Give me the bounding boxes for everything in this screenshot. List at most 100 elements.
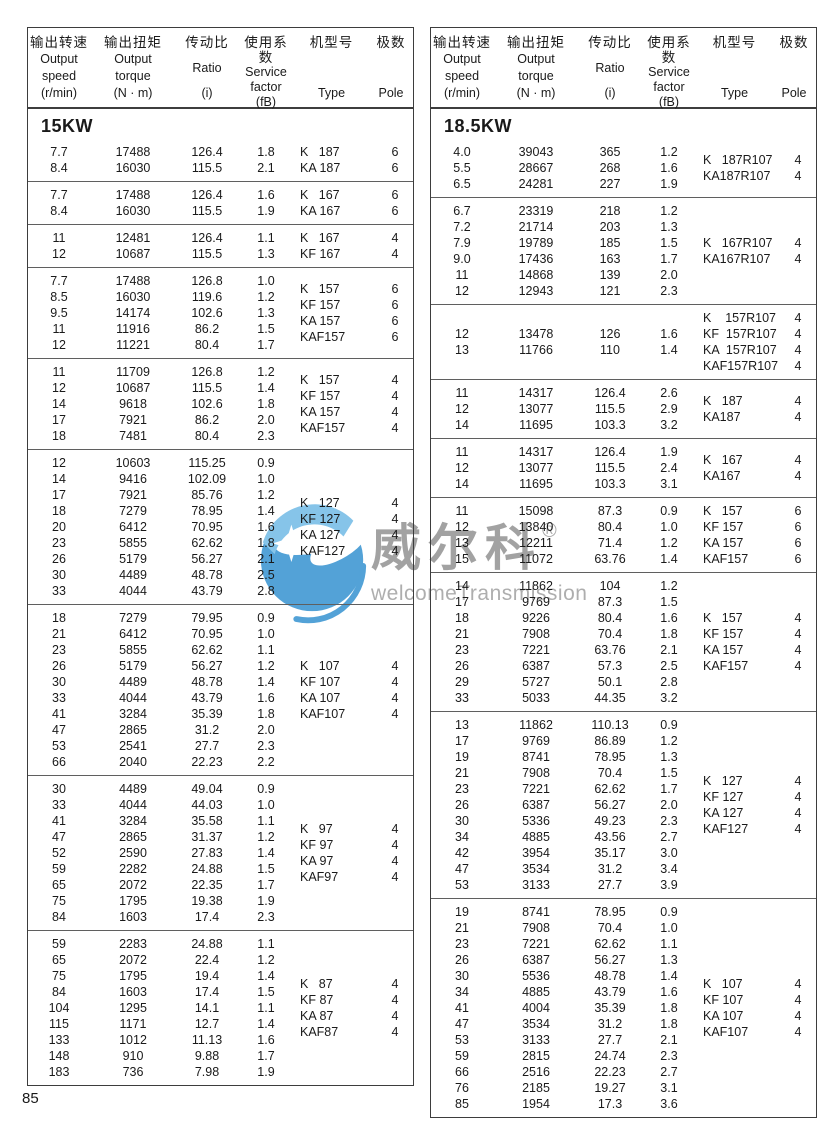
- spec-block: 19 8741 78.95 0.9 21 7908 70.4 1.0 23 7221 62.62 1.…: [431, 898, 816, 1117]
- cell-value: 227: [599, 177, 621, 191]
- cell-value: 17436: [518, 252, 554, 266]
- type-row: K 167R107 4: [703, 235, 816, 251]
- pole-value: 4: [794, 611, 802, 625]
- type-label: KA 127: [300, 528, 341, 542]
- cell-value: 3534: [522, 862, 550, 876]
- cell-value: 1.2: [257, 365, 275, 379]
- type-list: K 157 6 KF 157 6 KA 157 6 KAF157 6: [294, 281, 413, 345]
- cell-value: 148: [48, 1049, 70, 1063]
- cell-value: 78.95: [594, 750, 626, 764]
- cell-value: 1.6: [257, 691, 275, 705]
- type-row: KAF157R107 4: [703, 358, 816, 374]
- pole-value: 4: [794, 1025, 802, 1039]
- cell-value: 85.76: [191, 488, 223, 502]
- type-row: K 127 4: [300, 495, 413, 511]
- cell-value: 7221: [522, 643, 550, 657]
- pole-value: 4: [391, 1025, 399, 1039]
- type-label: KA 107: [703, 1009, 744, 1023]
- cell-value: 10687: [115, 381, 151, 395]
- pole-value: 4: [391, 512, 399, 526]
- cell-value: 14868: [518, 268, 554, 282]
- spec-block: 11 14317 126.4 1.9 12 13077 115.5 2.4 14 11695 103…: [431, 438, 816, 497]
- cell-value: 115.5: [191, 161, 223, 175]
- cell-value: 2.3: [660, 284, 678, 298]
- type-row: K 167 4: [300, 230, 413, 246]
- cell-value: 1.3: [660, 220, 678, 234]
- cell-value: 4044: [119, 691, 147, 705]
- type-label: K 157: [703, 611, 743, 625]
- header-line: Type: [720, 86, 749, 100]
- cell-value: 5.5: [453, 161, 471, 175]
- cell-value: 4004: [522, 1001, 550, 1015]
- cell-value: 26: [455, 659, 469, 673]
- cell-value: 11695: [519, 418, 553, 432]
- type-row: K 97 4: [300, 821, 413, 837]
- cell-value: 9.5: [50, 306, 68, 320]
- cell-value: 5536: [522, 969, 550, 983]
- numeric-grid: 59 2283 24.88 1.1 65 2072 22.4 1.2 75 1795 19.4 1.4…: [28, 936, 294, 1080]
- cell-value: 163: [599, 252, 621, 266]
- spec-block: 6.7 23319 218 1.2 7.2 21714 203 1.3 7.9 19789 185 1…: [431, 197, 816, 304]
- spec-block: 7.7 17488 126.4 1.8 8.4 16030 115.5 2.1 K 187 6 KA…: [28, 139, 413, 181]
- cell-value: 12: [52, 381, 66, 395]
- type-row: KA 157 6: [300, 313, 413, 329]
- cell-value: 19789: [518, 236, 554, 250]
- cell-value: 52: [52, 846, 66, 860]
- pole-value: 4: [391, 870, 399, 884]
- cell-value: 1295: [119, 1001, 147, 1015]
- cell-value: 22.4: [194, 953, 220, 967]
- cell-value: 22.35: [191, 878, 223, 892]
- type-row: K 157 6: [300, 281, 413, 297]
- type-row: KAF97 4: [300, 869, 413, 885]
- cell-value: 14317: [518, 445, 554, 459]
- cell-value: 13478: [518, 327, 554, 341]
- cell-value: 15098: [518, 504, 554, 518]
- cell-value: 218: [599, 204, 621, 218]
- type-label: KA 87: [300, 1009, 334, 1023]
- watermark: 威尔科® welcomeTransmission: [255, 492, 595, 632]
- type-list: K 157 6 KF 157 6 KA 157 6 KAF157 6: [697, 503, 816, 567]
- type-row: K 107 4: [300, 658, 413, 674]
- cell-value: 103.3: [594, 418, 626, 432]
- cell-value: 30: [52, 782, 66, 796]
- cell-value: 1.2: [660, 536, 678, 550]
- cell-value: 2.8: [257, 584, 275, 598]
- header-cell-pole: 极数 Pole: [772, 35, 816, 101]
- spec-block: 59 2283 24.88 1.1 65 2072 22.4 1.2 75 1795 19.4 1.4…: [28, 930, 413, 1085]
- cell-value: 29: [455, 675, 469, 689]
- page-number: 85: [22, 1090, 39, 1107]
- cell-value: 1012: [119, 1033, 147, 1047]
- cell-value: 18: [52, 429, 66, 443]
- cell-value: 11: [455, 504, 469, 518]
- cell-value: 11: [455, 268, 469, 282]
- numeric-grid: 12 10603 115.25 0.9 14 9416 102.09 1.0 17 7921 85.…: [28, 455, 294, 599]
- cell-value: 11862: [519, 718, 553, 732]
- type-label: K 107: [300, 659, 340, 673]
- type-row: KF 167 4: [300, 246, 413, 262]
- pole-value: 4: [391, 247, 399, 261]
- pole-value: 6: [794, 504, 802, 518]
- type-row: KA167 4: [703, 468, 816, 484]
- cell-value: 9.0: [453, 252, 471, 266]
- cell-value: 53: [52, 739, 66, 753]
- cell-value: 17: [52, 413, 66, 427]
- cell-value: 7.7: [50, 145, 68, 159]
- cell-value: 59: [52, 937, 66, 951]
- cell-value: 1.5: [660, 236, 678, 250]
- cell-value: 115.5: [191, 204, 223, 218]
- header-line: factor: [653, 80, 685, 94]
- cell-value: 18: [52, 611, 66, 625]
- type-row: KA 97 4: [300, 853, 413, 869]
- header-line: Type: [317, 86, 346, 100]
- spec-block: 11 15098 87.3 0.9 12 13840 80.4 1.0 13 12211 71.4 1…: [431, 497, 816, 572]
- header-line: 输出转速: [30, 35, 88, 50]
- pole-value: 4: [794, 806, 802, 820]
- cell-value: 47: [455, 1017, 469, 1031]
- cell-value: 0.9: [257, 611, 275, 625]
- spec-block: 12 13478 126 1.6 13 11766 110 1.4 K 157R107 4 KF 1…: [431, 304, 816, 379]
- cell-value: 24281: [518, 177, 554, 191]
- type-label: K 97: [300, 822, 333, 836]
- cell-value: 7279: [119, 504, 147, 518]
- pole-value: 4: [794, 311, 802, 325]
- cell-value: 7279: [119, 611, 147, 625]
